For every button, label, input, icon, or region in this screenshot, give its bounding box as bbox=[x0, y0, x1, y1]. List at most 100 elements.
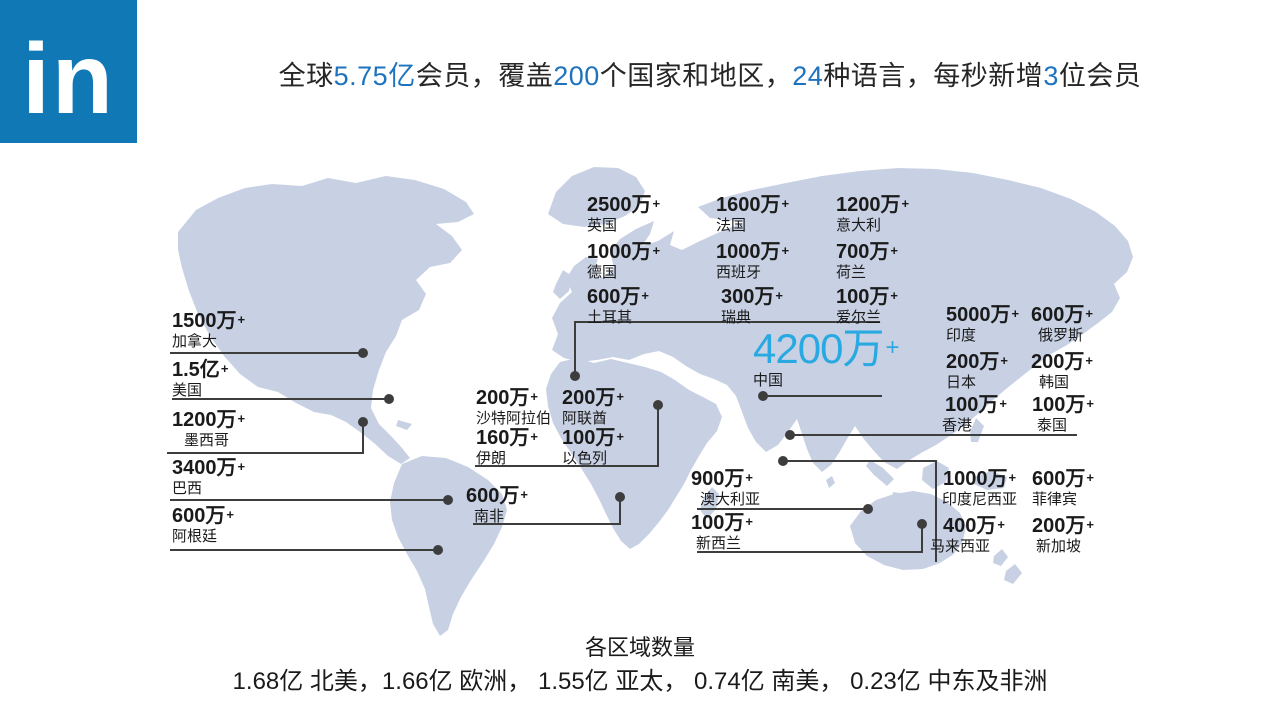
title-segment: 会员，覆盖 bbox=[415, 61, 554, 91]
count-plus: + bbox=[745, 470, 753, 485]
count-value: 300万 bbox=[721, 286, 775, 308]
country-name: 德国 bbox=[587, 264, 618, 281]
count-plus: + bbox=[1008, 470, 1017, 485]
member-count: 700万+ bbox=[836, 239, 898, 264]
label-thailand: 100万+ 泰国 bbox=[1032, 392, 1094, 435]
count-value: 100万 bbox=[562, 427, 616, 449]
cuba-shape bbox=[396, 420, 412, 430]
country-name: 阿根廷 bbox=[172, 528, 218, 545]
member-count: 1600万+ bbox=[716, 192, 789, 217]
count-plus: + bbox=[901, 196, 910, 211]
count-plus: + bbox=[997, 517, 1005, 532]
label-iran: 160万+ 伊朗 bbox=[476, 425, 538, 468]
member-count: 400万+ bbox=[943, 513, 1005, 538]
canada-dot bbox=[358, 348, 368, 358]
title-segment: 全球 bbox=[278, 61, 334, 91]
count-value: 100万 bbox=[836, 286, 890, 308]
count-value: 900万 bbox=[691, 468, 745, 490]
page-title: 全球5.75亿会员，覆盖200个国家和地区，24种语言，每秒新增3位会员 bbox=[150, 54, 1270, 93]
label-italy: 1200万+ 意大利 bbox=[836, 192, 909, 235]
count-value: 1600万 bbox=[716, 194, 781, 216]
member-count: 300万+ bbox=[721, 284, 783, 309]
north-america-shape bbox=[178, 176, 474, 464]
europe-line bbox=[574, 321, 880, 375]
label-south-korea: 200万+ 韩国 bbox=[1031, 349, 1093, 392]
label-russia: 600万+ 俄罗斯 bbox=[1031, 302, 1093, 345]
new-zealand-dot bbox=[917, 519, 927, 529]
country-name: 法国 bbox=[716, 217, 747, 234]
count-value: 1200万 bbox=[172, 409, 237, 431]
label-turkey: 600万+ 土耳其 bbox=[587, 284, 649, 327]
count-plus: + bbox=[237, 411, 246, 426]
count-plus: + bbox=[781, 243, 790, 258]
count-plus: + bbox=[781, 196, 790, 211]
country-name: 阿联酋 bbox=[562, 410, 608, 427]
count-value: 4200万 bbox=[753, 325, 884, 372]
member-count: 200万+ bbox=[562, 385, 624, 410]
count-plus: + bbox=[1085, 353, 1093, 368]
count-value: 1000万 bbox=[587, 241, 652, 263]
label-france: 1600万+ 法国 bbox=[716, 192, 789, 235]
member-count: 1000万+ bbox=[943, 466, 1017, 491]
label-spain: 1000万+ 西班牙 bbox=[716, 239, 789, 282]
count-value: 600万 bbox=[1032, 468, 1086, 490]
country-name: 西班牙 bbox=[716, 264, 762, 281]
member-count: 200万+ bbox=[476, 385, 551, 410]
mexico-dot bbox=[358, 417, 368, 427]
country-name: 菲律宾 bbox=[1032, 491, 1078, 508]
label-south-africa: 600万+ 南非 bbox=[466, 483, 528, 526]
country-name: 南非 bbox=[474, 508, 505, 525]
label-canada: 1500万+ 加拿大 bbox=[172, 308, 245, 351]
new-zealand-shape bbox=[993, 549, 1022, 584]
count-plus: + bbox=[745, 514, 753, 529]
country-name: 韩国 bbox=[1039, 374, 1070, 391]
count-plus: + bbox=[1086, 470, 1094, 485]
india-dot bbox=[785, 430, 795, 440]
label-japan: 200万+ 日本 bbox=[946, 349, 1008, 392]
count-plus: + bbox=[226, 507, 234, 522]
count-value: 3400万 bbox=[172, 457, 237, 479]
member-count: 3400万+ bbox=[172, 455, 245, 480]
country-name: 英国 bbox=[587, 217, 618, 234]
country-name: 新加坡 bbox=[1036, 538, 1082, 555]
sumatra-shape bbox=[866, 460, 894, 486]
member-count: 160万+ bbox=[476, 425, 538, 450]
count-plus: + bbox=[1086, 517, 1094, 532]
label-hong-kong: 100万+ 香港 bbox=[942, 392, 1007, 435]
europe-dot bbox=[570, 371, 580, 381]
count-value: 160万 bbox=[476, 427, 530, 449]
member-count: 100万+ bbox=[562, 425, 624, 450]
argentina-dot bbox=[433, 545, 443, 555]
count-value: 600万 bbox=[1031, 304, 1085, 326]
country-name: 新西兰 bbox=[696, 535, 742, 552]
count-plus: + bbox=[890, 288, 898, 303]
count-plus: + bbox=[1011, 306, 1020, 321]
count-value: 1500万 bbox=[172, 310, 237, 332]
count-value: 700万 bbox=[836, 241, 890, 263]
member-count: 900万+ bbox=[691, 466, 760, 491]
count-plus: + bbox=[616, 429, 624, 444]
label-singapore: 200万+ 新加坡 bbox=[1032, 513, 1094, 556]
member-count: 600万+ bbox=[466, 483, 528, 508]
label-saudi-arabia: 200万+ 沙特阿拉伯 bbox=[476, 385, 551, 428]
country-name: 瑞典 bbox=[721, 309, 752, 326]
footer-heading: 各区域数量 bbox=[584, 635, 695, 660]
member-count: 1000万+ bbox=[587, 239, 660, 264]
count-plus: + bbox=[652, 196, 661, 211]
australia-dot bbox=[863, 504, 873, 514]
brazil-dot bbox=[443, 495, 453, 505]
count-plus: + bbox=[641, 288, 649, 303]
count-value: 600万 bbox=[172, 505, 226, 527]
title-segment: 位会员 bbox=[1058, 61, 1142, 91]
count-plus: + bbox=[1085, 306, 1093, 321]
title-segment-accent: 24 bbox=[792, 61, 824, 91]
country-name: 伊朗 bbox=[476, 450, 507, 467]
country-name: 马来西亚 bbox=[930, 538, 991, 555]
label-australia: 900万+ 澳大利亚 bbox=[691, 466, 760, 509]
count-value: 1000万 bbox=[716, 241, 781, 263]
count-value: 5000万 bbox=[946, 304, 1011, 326]
member-count: 1200万+ bbox=[172, 407, 245, 432]
